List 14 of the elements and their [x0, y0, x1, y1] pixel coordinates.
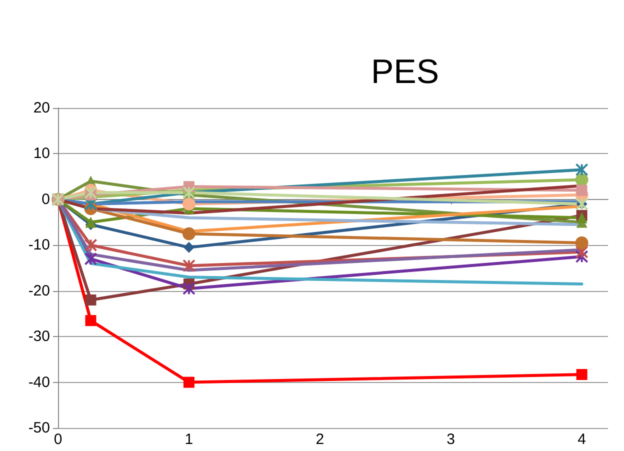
x-tick-label: 2 [316, 431, 324, 448]
x-tick-label: 0 [54, 431, 62, 448]
y-tick-label: -20 [28, 282, 50, 300]
chart-title: PES [370, 53, 440, 91]
y-tick-label: 0 [42, 190, 50, 208]
y-tick-label: 20 [33, 100, 50, 116]
y-tick-label: -40 [28, 374, 50, 391]
y-tick-label: 10 [33, 145, 50, 162]
x-tick-label: 4 [578, 431, 586, 448]
y-tick-label: -50 [28, 420, 50, 436]
x-tick-label: 3 [446, 431, 456, 448]
y-tick-label: -10 [28, 236, 50, 254]
y-tick-label: -30 [28, 328, 50, 346]
x-tick-label: 1 [184, 431, 194, 448]
